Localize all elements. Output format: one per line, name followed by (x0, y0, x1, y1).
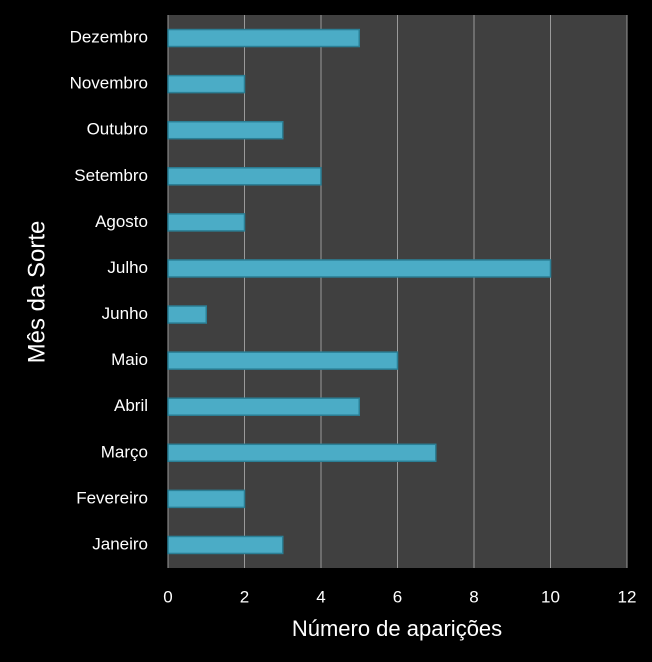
y-tick-label: Dezembro (70, 28, 148, 47)
bar (167, 535, 284, 555)
bar (167, 259, 552, 278)
bar (167, 213, 246, 232)
x-tick-label: 12 (618, 587, 637, 606)
y-tick-label: Setembro (74, 166, 148, 185)
y-tick-label: Abril (114, 396, 148, 415)
y-tick-label: Março (101, 442, 148, 461)
y-tick-label: Agosto (95, 212, 148, 231)
bar (167, 120, 284, 140)
bar (167, 443, 437, 463)
bar (167, 167, 322, 186)
bar (167, 28, 360, 48)
bar (167, 351, 399, 370)
bar (167, 305, 207, 324)
x-tick-label: 6 (393, 587, 402, 606)
y-tick-label: Fevereiro (76, 488, 148, 507)
y-tick-label: Julho (107, 258, 148, 277)
x-tick-label: 8 (469, 587, 478, 606)
y-tick-label: Outubro (87, 120, 148, 139)
y-tick-label: Novembro (70, 74, 148, 93)
bar (167, 74, 246, 94)
bar (167, 397, 360, 416)
y-tick-label: Junho (102, 304, 148, 323)
y-tick-label: Maio (111, 350, 148, 369)
y-axis-title: Mês da Sorte (23, 221, 50, 364)
bar (167, 489, 246, 509)
x-tick-label: 0 (163, 587, 172, 606)
x-tick-label: 4 (316, 587, 325, 606)
x-tick-label: 10 (541, 587, 560, 606)
x-tick-label: 2 (240, 587, 249, 606)
x-axis-title: Número de aparições (292, 616, 502, 641)
y-tick-label: Janeiro (92, 534, 148, 553)
